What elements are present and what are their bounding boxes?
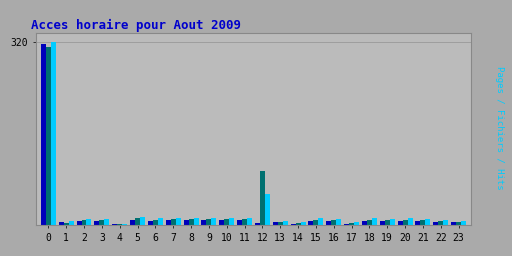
Bar (188, 219, 194, 225)
Bar (87, 219, 92, 225)
Bar (415, 221, 420, 225)
Bar (273, 222, 278, 225)
Bar (176, 218, 181, 225)
Bar (219, 220, 224, 225)
Bar (206, 219, 211, 225)
Bar (94, 221, 99, 225)
Bar (166, 220, 170, 225)
Bar (290, 223, 295, 225)
Bar (158, 218, 163, 225)
Bar (278, 222, 283, 225)
Bar (224, 219, 229, 225)
Bar (295, 223, 301, 225)
Bar (461, 221, 466, 225)
Bar (443, 220, 448, 225)
Bar (135, 218, 140, 225)
Bar (433, 222, 438, 225)
Bar (331, 220, 336, 225)
Bar (148, 221, 153, 225)
Bar (201, 220, 206, 225)
Bar (349, 223, 354, 225)
Bar (194, 218, 199, 225)
Bar (130, 220, 135, 225)
Bar (170, 219, 176, 225)
Bar (438, 221, 443, 225)
Bar (397, 221, 402, 225)
Bar (140, 217, 145, 225)
Bar (183, 220, 188, 225)
Bar (51, 42, 56, 225)
Bar (301, 222, 306, 225)
Bar (46, 47, 51, 225)
Bar (112, 224, 117, 225)
Bar (456, 222, 461, 225)
Bar (372, 218, 377, 225)
Bar (344, 223, 349, 225)
Bar (211, 218, 217, 225)
Bar (229, 218, 234, 225)
Bar (99, 220, 104, 225)
Bar (336, 219, 341, 225)
Bar (153, 220, 158, 225)
Bar (367, 220, 372, 225)
Bar (76, 221, 81, 225)
Bar (260, 171, 265, 225)
Bar (81, 220, 87, 225)
Bar (451, 222, 456, 225)
Bar (390, 219, 395, 225)
Bar (69, 221, 74, 225)
Bar (237, 220, 242, 225)
Bar (265, 194, 270, 225)
Bar (313, 220, 318, 225)
Bar (326, 221, 331, 225)
Bar (247, 218, 252, 225)
Bar (255, 223, 260, 225)
Bar (408, 218, 413, 225)
Bar (308, 221, 313, 225)
Bar (59, 222, 63, 225)
Bar (63, 223, 69, 225)
Bar (117, 224, 122, 225)
Bar (104, 219, 110, 225)
Bar (354, 222, 359, 225)
Bar (402, 220, 408, 225)
Text: Acces horaire pour Aout 2009: Acces horaire pour Aout 2009 (32, 19, 242, 32)
Bar (242, 219, 247, 225)
Bar (420, 220, 425, 225)
Bar (122, 223, 127, 225)
Bar (425, 219, 431, 225)
Bar (318, 218, 324, 225)
Text: Pages / Fichiers / Hits: Pages / Fichiers / Hits (495, 66, 504, 190)
Bar (41, 44, 46, 225)
Bar (380, 221, 385, 225)
Bar (385, 220, 390, 225)
Bar (362, 221, 367, 225)
Bar (283, 221, 288, 225)
